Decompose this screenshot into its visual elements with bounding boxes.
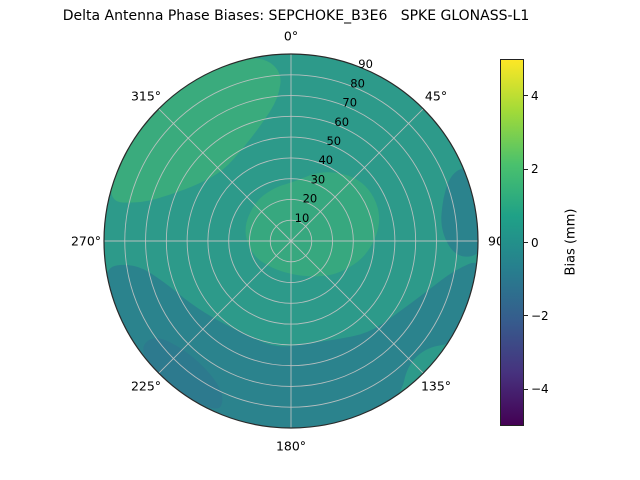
polar-spoke [158,240,292,374]
colorbar-tick [524,168,528,170]
radial-tick-label: 50 [326,134,341,148]
radial-tick-label: 90 [358,57,373,71]
theta-tick-label: 45° [425,88,447,103]
colorbar-label: Bias (mm) [563,208,579,276]
theta-tick-label: 315° [131,88,161,103]
polar-spoke [290,108,424,242]
radial-tick-label: 30 [311,172,326,186]
radial-tick-label: 60 [334,115,349,129]
theta-tick-label: 180° [276,438,306,453]
colorbar-tick-label: 2 [531,162,539,177]
colorbar-tick [524,95,528,97]
colorbar-tick-label: −2 [531,308,549,323]
colorbar-tick [524,388,528,390]
contour-region-center-high [245,172,380,277]
polar-spoke [290,240,424,374]
theta-tick-label: 225° [131,378,161,393]
theta-tick-label: 135° [421,378,451,393]
radial-tick-label: 80 [350,76,365,90]
radial-tick-label: 70 [342,96,357,110]
theta-tick-label: 270° [71,233,101,248]
colorbar-gradient [500,59,524,426]
colorbar-tick [524,315,528,317]
contour-region-bottom-left-lower [143,338,223,409]
colorbar: 4 2 0 −2 −4 [500,59,549,426]
polar-boundary [103,53,479,429]
polar-spoke [158,108,292,242]
colorbar-tick-label: −4 [531,382,549,397]
chart-title: Delta Antenna Phase Biases: SEPCHOKE_B3E… [62,8,530,24]
colorbar-tick-label: 0 [531,235,539,250]
radial-tick-label: 40 [318,153,333,167]
radial-tick-label: 10 [295,211,310,225]
radial-tick-label: 20 [303,192,318,206]
colorbar-tick-label: 4 [531,88,539,103]
theta-tick-label: 0° [284,28,298,43]
colorbar-tick [524,242,528,243]
